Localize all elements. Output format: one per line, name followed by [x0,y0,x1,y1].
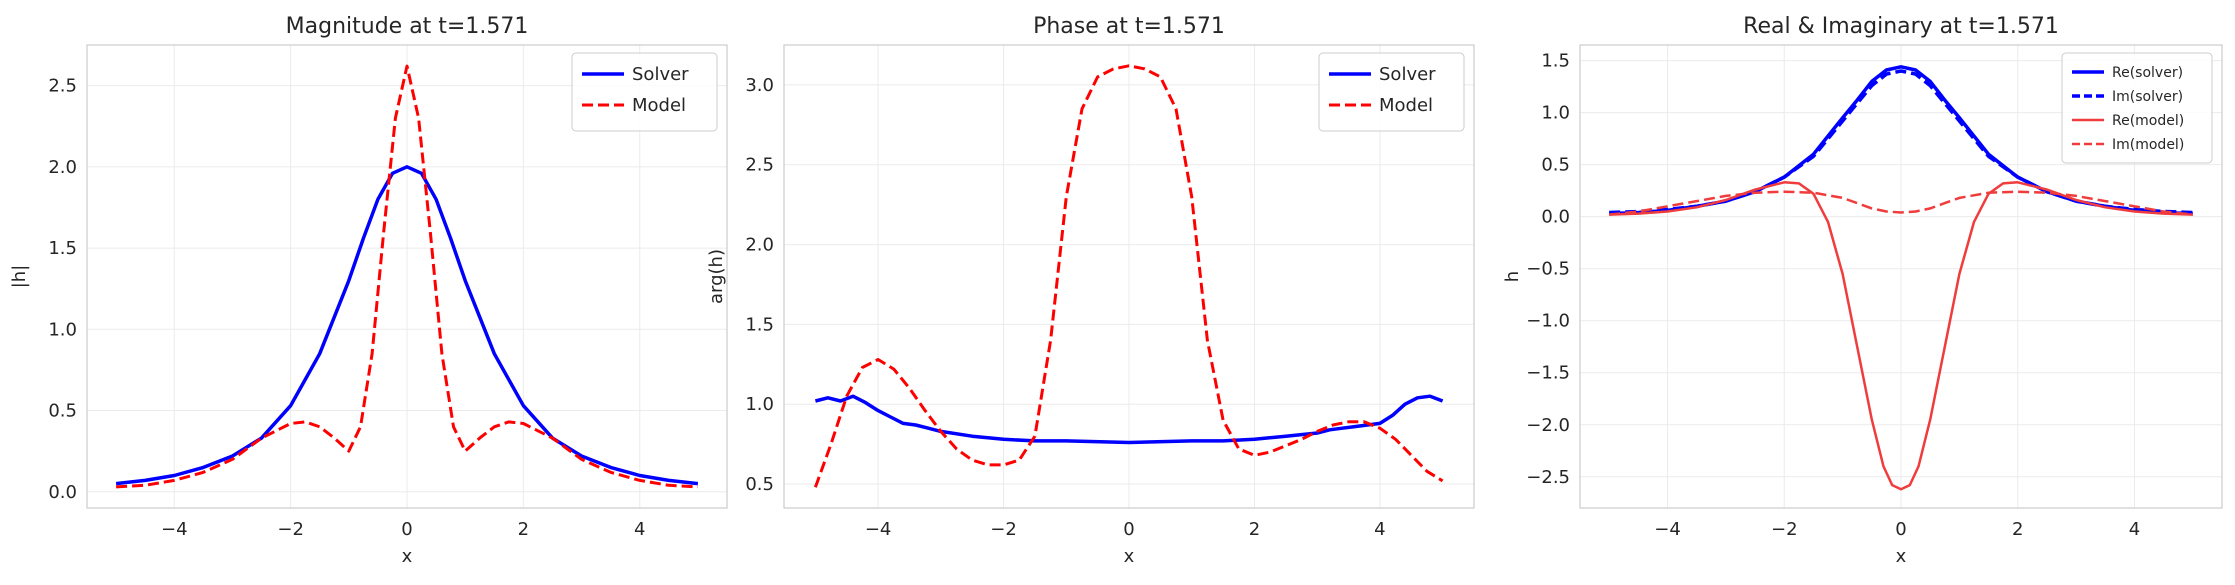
series-line-model [813,64,1444,488]
x-tick-label: 0 [401,519,412,540]
chart-panel-2: −4 −2 0 2 4 0.5 1.0 1.5 2.0 2.5 3.0 Phase at t=1.57… [706,14,1475,567]
series-line-re-model- [1609,181,2193,491]
x-tick-label: 2 [518,519,529,540]
y-tick-label: −2.5 [1526,467,1570,488]
y-tick-label: −1.0 [1526,311,1570,332]
legend-label: Model [632,95,686,116]
y-tick-label: 0.0 [1541,207,1570,228]
chart-title: Magnitude at t=1.571 [286,14,529,39]
chart-title: Phase at t=1.571 [1033,14,1225,39]
x-tick-label: −4 [161,519,188,540]
legend-label: Model [1379,95,1433,116]
legend: Solver Model [1318,52,1465,132]
x-tick-label: 2 [1249,519,1260,540]
chart-title: Real & Imaginary at t=1.571 [1743,14,2059,39]
x-tick-label: 0 [1895,519,1906,540]
series-line-im-model- [1609,190,2193,216]
legend-label: Im(solver) [2112,89,2183,105]
y-tick-label: 1.5 [48,238,77,259]
x-tick-label: 0 [1123,519,1134,540]
x-tick-label: −4 [865,519,892,540]
y-tick-label: 2.0 [48,157,77,178]
series-line-solver [115,165,699,486]
legend-label: Re(model) [2112,113,2184,129]
y-tick-label: −0.5 [1526,259,1570,280]
legend-label: Solver [1379,64,1436,85]
legend: Solver Model [571,52,718,132]
x-tick-label: 2 [2012,519,2023,540]
legend-box [2061,52,2213,164]
y-tick-label: 3.0 [745,75,774,96]
axes-frame [1579,44,2223,509]
y-axis-label: |h| [9,265,30,289]
series-line-model [116,64,698,489]
x-tick-label: 4 [634,519,645,540]
y-tick-label: 0.5 [48,401,77,422]
y-axis-label: arg(h) [706,249,727,304]
x-axis-label: x [1124,546,1135,567]
y-tick-label: 2.0 [745,235,774,256]
x-tick-label: −2 [277,519,304,540]
y-tick-label: 2.5 [48,76,77,97]
x-tick-label: 4 [2129,519,2140,540]
grid [784,45,1474,508]
legend-label: Im(model) [2112,137,2184,153]
chart-panel-3: −4 −2 0 2 4 −2.5 −2.0 −1.5 −1.0 −0.5 0.0 0.5 1.0 1.5 R… [1502,14,2223,567]
legend-label: Re(solver) [2112,65,2183,81]
y-tick-label: 1.0 [48,319,77,340]
y-tick-label: 0.5 [745,474,774,495]
legend-label: Solver [632,64,689,85]
y-tick-label: −1.5 [1526,363,1570,384]
axes-frame [86,44,728,509]
x-tick-label: −4 [1654,519,1681,540]
x-axis-label: x [1896,546,1907,567]
axes-frame [783,44,1475,509]
y-tick-label: 1.0 [745,394,774,415]
y-axis-label: h [1502,271,1523,282]
x-tick-label: −2 [990,519,1017,540]
y-tick-label: −2.0 [1526,415,1570,436]
y-tick-label: 2.5 [745,155,774,176]
x-tick-label: −2 [1771,519,1798,540]
y-tick-label: 0.0 [48,482,77,503]
x-axis-label: x [402,546,413,567]
x-tick-label: 4 [1374,519,1385,540]
legend: Re(solver) Im(solver) Re(model) Im(model) [2061,52,2213,164]
y-tick-label: 1.5 [1541,51,1570,72]
y-tick-label: 1.5 [745,314,774,335]
y-tick-label: 0.5 [1541,155,1570,176]
y-tick-label: 1.0 [1541,103,1570,124]
series-line-solver [814,394,1444,445]
chart-panel-1: −4 −2 0 2 4 0.0 0.5 1.0 1.5 2.0 2.5 Magnitude at t=… [9,14,728,567]
